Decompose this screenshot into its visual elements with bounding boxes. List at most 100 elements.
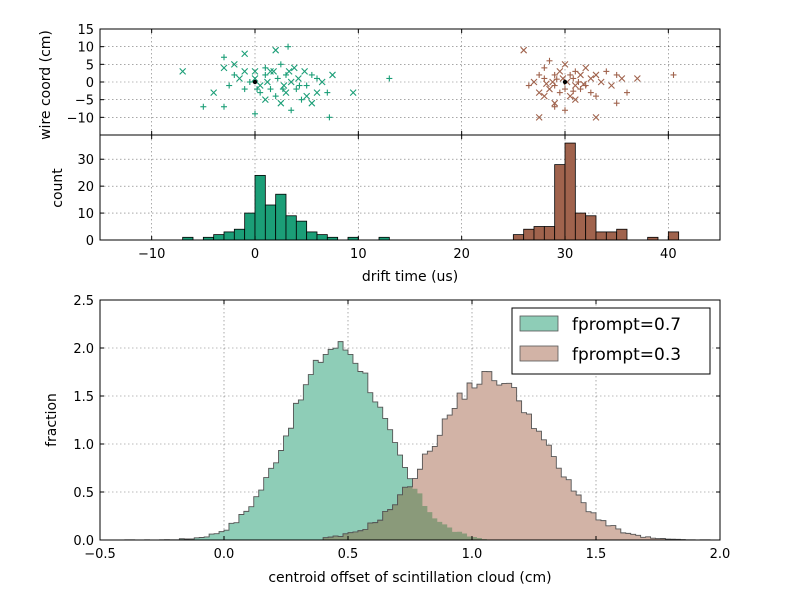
drift-histogram-bar — [595, 231, 607, 241]
legend-label-fprompt-0.7: fprompt=0.7 — [572, 315, 681, 335]
scatter-point — [577, 71, 584, 79]
scatter-point — [256, 82, 264, 89]
scatter-point — [540, 92, 548, 100]
centroid-histogram-x-ticks: −0.5 0.0 0.5 1.0 1.5 2.0 — [84, 300, 730, 562]
legend-swatch-fprompt-0.3 — [519, 345, 559, 362]
scatter-cluster-center — [252, 79, 258, 85]
scatter-point — [597, 78, 605, 86]
drift-x-tick-label: 20 — [453, 247, 470, 262]
scatter-point — [535, 89, 543, 96]
scatter-point — [536, 71, 543, 78]
scatter-point — [251, 75, 259, 82]
scatter-point — [587, 89, 594, 96]
scatter-point — [535, 113, 543, 121]
centroid-histogram-overlap — [322, 370, 487, 540]
scatter-point — [324, 89, 331, 96]
drift-histogram-bar — [616, 228, 628, 241]
scatter-point — [567, 71, 574, 78]
scatter-point — [562, 107, 568, 114]
scatter-point — [608, 82, 615, 89]
scatter-point — [267, 68, 274, 75]
drift-histogram-bar — [285, 215, 297, 241]
scatter-point — [624, 89, 630, 96]
scatter-y-tick-label: 5 — [86, 58, 94, 73]
drift-histogram-bar — [213, 234, 225, 241]
drift-y-tick-label: 20 — [77, 180, 94, 195]
centroid-y-tick-label: 1.0 — [73, 438, 94, 453]
scatter-point — [525, 82, 532, 89]
scatter-point — [241, 68, 249, 75]
centroid-x-tick-label: 1.0 — [462, 547, 483, 562]
scatter-point — [670, 71, 677, 78]
scatter-point — [566, 92, 574, 100]
drift-histogram-bar — [543, 226, 556, 241]
drift-histogram-bars — [182, 142, 680, 241]
scatter-point — [221, 103, 227, 110]
drift-histogram-x-ticks: −10 0 10 20 30 40 — [138, 135, 677, 262]
centroid-y-tick-label: 0.5 — [73, 486, 94, 501]
drift-histogram-bar — [316, 234, 328, 241]
scatter-point — [280, 82, 288, 89]
scatter-point — [541, 75, 548, 82]
scatter-point — [254, 86, 261, 93]
scatter-point — [326, 114, 333, 121]
scatter-point — [277, 61, 284, 68]
scatter-point — [592, 71, 600, 79]
scatter-point — [301, 68, 308, 75]
scatter-point — [613, 100, 620, 107]
scatter-point — [575, 79, 582, 85]
scatter-point — [246, 79, 253, 85]
scatter-point — [298, 96, 305, 103]
centroid-y-tick-label: 1.5 — [73, 390, 94, 405]
centroid-histogram-panel: 0.00.51.01.52.02.5 −0.5 0.0 0.5 1.0 1.5 2.0 f… — [44, 294, 730, 586]
drift-histogram-bar — [223, 231, 235, 241]
drift-histogram-bar — [585, 215, 597, 241]
drift-x-tick-label: 0 — [251, 247, 259, 262]
scatter-point — [282, 89, 290, 96]
scatter-point — [553, 76, 560, 83]
scatter-point — [252, 110, 258, 117]
scatter-point — [236, 75, 243, 82]
scatter-point — [272, 93, 279, 100]
scatter-point — [303, 82, 310, 89]
drift-histogram-bar — [554, 164, 566, 241]
drift-x-tick-label: 40 — [660, 247, 677, 262]
scatter-point — [296, 82, 303, 89]
scatter-point — [613, 71, 620, 78]
centroid-histogram-y-label: fraction — [44, 393, 60, 447]
drift-histogram-bar — [233, 228, 246, 241]
drift-histogram-bar — [523, 228, 535, 241]
scatter-point — [279, 86, 286, 93]
drift-histogram-panel: 0 10 20 30 −10 0 10 20 30 40 count drift time (u… — [50, 134, 721, 285]
drift-histogram-bar — [306, 231, 318, 241]
drift-histogram-y-label: count — [50, 168, 66, 208]
drift-histogram-bar — [574, 212, 587, 241]
scatter-point — [272, 46, 280, 54]
drift-histogram-x-label: drift time (us) — [362, 269, 458, 285]
legend-label-fprompt-0.3: fprompt=0.3 — [572, 345, 681, 365]
scatter-point — [556, 68, 564, 75]
centroid-x-tick-label: 1.5 — [586, 547, 607, 562]
scatter-point — [551, 103, 558, 110]
scatter-point — [277, 99, 285, 107]
scatter-point — [633, 75, 641, 82]
scatter-point — [179, 68, 187, 75]
drift-histogram-bar — [295, 220, 308, 241]
scatter-point — [274, 75, 281, 82]
scatter-point — [285, 68, 293, 75]
drift-x-tick-label: −10 — [138, 247, 165, 262]
scatter-point — [577, 86, 584, 93]
scatter-point — [543, 80, 550, 88]
centroid-y-tick-label: 2.5 — [73, 294, 94, 309]
centroid-histogram-frame — [99, 299, 721, 541]
scatter-point — [308, 71, 315, 78]
scatter-point — [226, 82, 233, 89]
scatter-point — [241, 86, 248, 93]
drift-histogram-bar — [564, 142, 576, 241]
scatter-point — [270, 68, 277, 75]
scatter-point — [570, 88, 577, 95]
scatter-point — [262, 71, 269, 78]
scatter-point — [592, 113, 600, 121]
scatter-point — [200, 103, 207, 110]
